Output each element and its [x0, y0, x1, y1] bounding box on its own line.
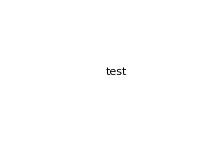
Text: test: test — [105, 67, 127, 77]
